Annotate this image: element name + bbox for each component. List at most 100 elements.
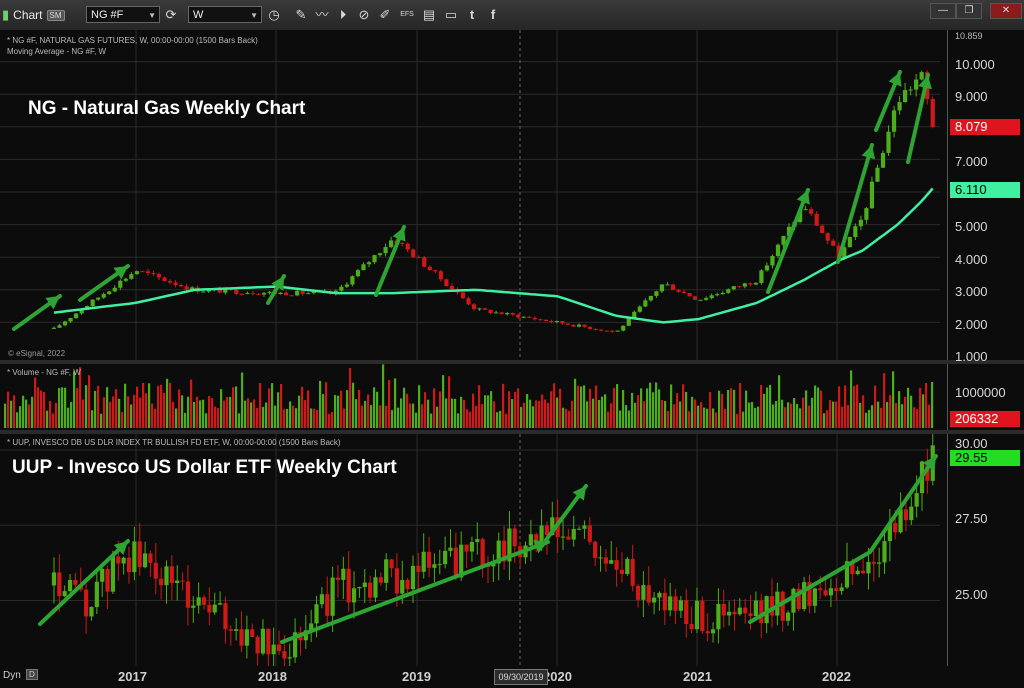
volume-bar <box>880 407 883 428</box>
volume-bar <box>769 384 772 428</box>
x-tick-year: 2019 <box>402 669 431 684</box>
volume-bar <box>61 387 64 428</box>
y-tick: 30.00 <box>955 436 988 451</box>
layout-icon[interactable]: ▤ <box>422 7 436 22</box>
volume-bar <box>793 398 796 428</box>
volume-bar <box>133 395 136 428</box>
candle <box>882 541 887 563</box>
play-icon[interactable]: ⏵ <box>339 7 347 22</box>
ng-chart[interactable] <box>0 30 947 360</box>
dyn-badge[interactable]: D <box>26 669 38 680</box>
volume-bar <box>277 392 280 428</box>
candle <box>834 588 839 591</box>
candle <box>244 629 249 646</box>
pane-divider[interactable] <box>0 430 1024 434</box>
volume-bar <box>316 410 319 428</box>
volume-bar <box>451 398 454 428</box>
candle <box>818 588 823 591</box>
candle <box>201 597 207 605</box>
candle <box>786 226 792 236</box>
candle <box>178 284 184 287</box>
candle <box>571 529 576 540</box>
symbol-input[interactable]: NG #F ▼ <box>86 6 160 23</box>
candle <box>217 603 223 605</box>
candle <box>96 297 101 300</box>
candle <box>73 313 79 319</box>
chart-badge: SM <box>46 9 65 21</box>
zigzag-icon[interactable]: 〰 <box>315 7 329 22</box>
volume-bar <box>562 407 565 428</box>
chat-icon[interactable]: ▭ <box>444 7 458 22</box>
volume-bar <box>535 400 538 428</box>
volume-bar <box>724 408 727 428</box>
candle <box>797 209 803 222</box>
candle <box>271 644 276 655</box>
candle <box>593 328 598 330</box>
interval-value: W <box>193 9 204 21</box>
volume-bar <box>907 387 910 428</box>
candle <box>175 580 180 584</box>
facebook-icon[interactable]: f <box>490 7 496 22</box>
candle <box>368 582 373 598</box>
candle <box>314 604 319 624</box>
volume-bar <box>181 395 184 428</box>
volume-bar <box>463 399 466 428</box>
candle <box>673 596 678 611</box>
candle <box>228 629 233 631</box>
uup-chart[interactable] <box>0 434 947 666</box>
candle <box>416 257 421 259</box>
minimize-button[interactable]: — <box>930 3 956 19</box>
chart-label: Chart <box>13 8 43 22</box>
candle <box>823 590 828 596</box>
volume-bar <box>211 398 214 428</box>
volume-chart[interactable] <box>0 364 947 430</box>
close-button[interactable]: ✕ <box>990 3 1022 19</box>
volume-bar <box>226 396 229 428</box>
candle <box>704 298 709 300</box>
interval-select[interactable]: W ▼ <box>188 6 262 23</box>
candle <box>303 630 308 641</box>
clock-icon[interactable]: ◷ <box>268 7 280 22</box>
pencil-icon[interactable]: ✎ <box>295 7 307 22</box>
uup-price-axis[interactable] <box>947 434 1024 666</box>
twitter-icon[interactable]: t <box>469 7 475 22</box>
uup-header: * UUP, INVESCO DB US DLR INDEX TR BULLIS… <box>7 438 341 447</box>
chart-icon[interactable]: ▮ <box>2 7 10 22</box>
volume-bar <box>250 402 253 428</box>
volume-bar <box>742 411 745 428</box>
volume-bar <box>166 378 169 428</box>
volume-bar <box>673 404 676 428</box>
volume-bar <box>790 403 793 428</box>
volume-bar <box>850 370 853 428</box>
maximize-button[interactable]: ❐ <box>956 3 982 19</box>
draw-icon[interactable]: ✐ <box>379 7 391 22</box>
volume-bar <box>34 377 37 428</box>
dyn-label[interactable]: Dyn <box>3 670 21 681</box>
volume-bar <box>508 391 511 428</box>
candle <box>681 291 687 294</box>
volume-bar <box>331 412 334 428</box>
candle <box>362 582 367 588</box>
trend-arrow-head <box>113 541 128 556</box>
candle <box>609 560 614 564</box>
volume-bar <box>91 410 94 428</box>
volume-bar <box>772 404 775 428</box>
volume-bar <box>430 413 433 428</box>
no-entry-icon[interactable]: ⊘ <box>358 7 370 22</box>
pane-divider[interactable] <box>0 360 1024 364</box>
efs-icon[interactable]: EFS <box>400 11 414 18</box>
y-tick: 1.000 <box>955 349 988 364</box>
volume-bar <box>232 387 235 428</box>
volume-bar <box>382 364 385 428</box>
candle <box>267 291 272 293</box>
candle <box>464 544 469 552</box>
cycle-icon[interactable]: ⟳ <box>165 7 177 22</box>
volume-bar <box>781 399 784 428</box>
volume-bar <box>136 386 139 428</box>
volume-bar <box>58 388 61 428</box>
candle <box>528 534 533 546</box>
volume-bar <box>283 409 286 428</box>
candle <box>245 293 250 295</box>
candle <box>903 509 909 521</box>
volume-bar <box>238 413 241 428</box>
